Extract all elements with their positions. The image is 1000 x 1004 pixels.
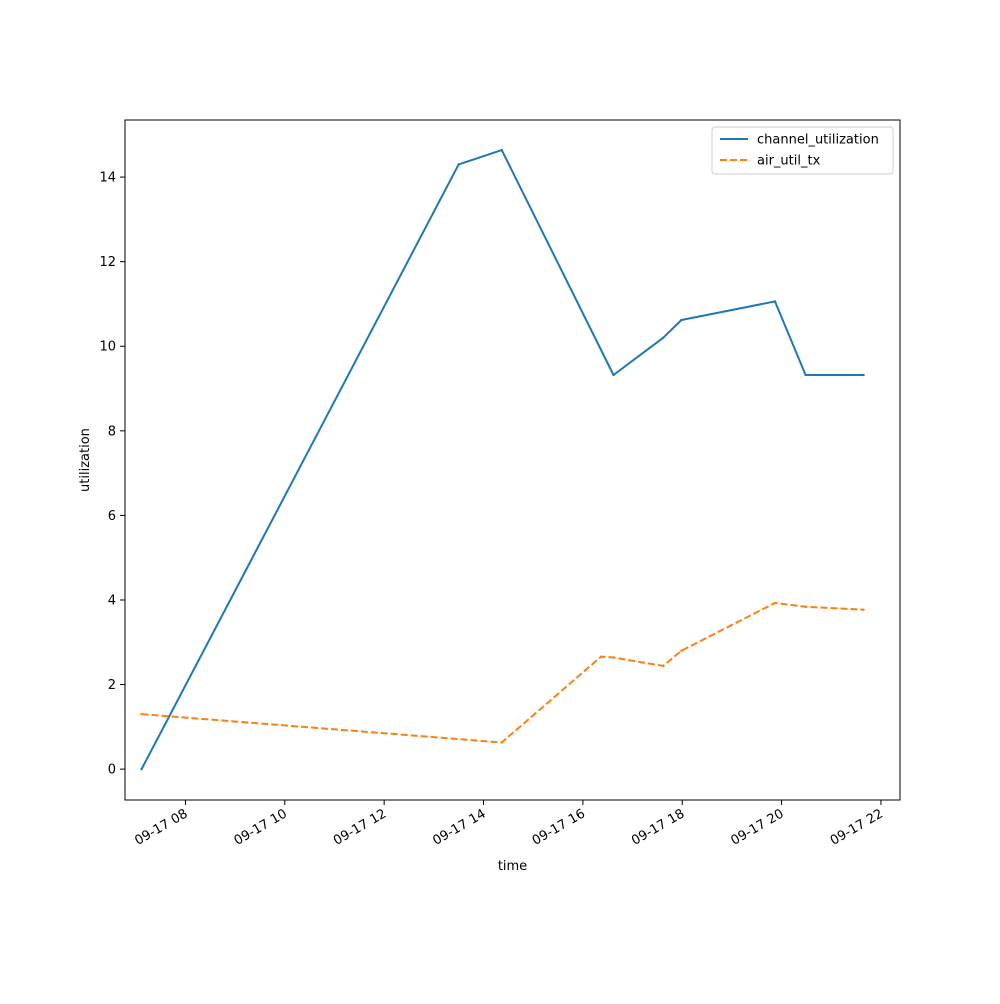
series-layer [140,148,865,771]
legend-label-air_util_tx: air_util_tx [757,154,821,169]
y-tick-label: 4 [108,593,116,608]
data-point-air_util_tx [773,601,777,605]
legend-label-channel_utilization: channel_utilization [757,133,879,148]
plot-frame [124,119,901,801]
data-point-air_util_tx [661,664,665,668]
y-tick-label: 6 [108,509,116,524]
y-tick-label: 0 [108,763,116,778]
y-axis: 0 2 4 6 8 10 12 14 [99,171,125,778]
data-point-air_util_tx [804,605,807,608]
legend: channel_utilization air_util_tx [711,126,894,175]
x-axis-label: time [498,859,527,874]
data-point-air_util_tx [500,741,503,744]
y-tick-label: 8 [108,424,116,439]
data-point-air_util_tx [612,656,615,659]
data-point-channel_utilization [500,148,503,152]
data-point-channel_utilization [140,767,143,771]
y-axis-label: utilization [78,428,93,492]
data-point-air_util_tx [140,712,143,716]
y-tick-label: 14 [99,171,116,186]
data-point-channel_utilization [661,336,665,339]
data-point-air_util_tx [599,655,603,658]
y-tick-label: 12 [99,255,116,270]
y-tick-label: 2 [108,678,116,693]
data-point-channel_utilization [862,373,865,377]
data-point-air_util_tx [680,649,683,652]
data-point-channel_utilization [680,318,683,322]
data-point-air_util_tx [862,608,865,611]
data-point-channel_utilization [612,373,615,377]
data-point-channel_utilization [773,300,777,303]
data-point-channel_utilization [457,163,460,166]
data-point-channel_utilization [804,373,807,377]
y-tick-label: 10 [99,340,116,355]
legend-box [711,126,894,175]
